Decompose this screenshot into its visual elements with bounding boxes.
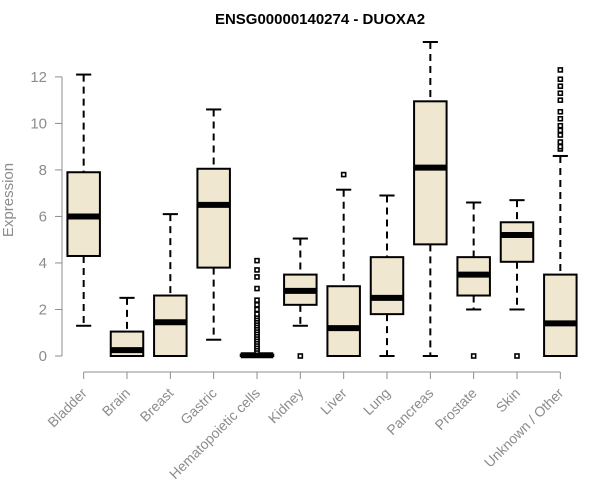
outlier-point bbox=[254, 297, 260, 303]
y-tick-label: 8 bbox=[39, 162, 47, 179]
x-tick-label: Pancreas bbox=[383, 385, 436, 438]
box-pancreas bbox=[413, 41, 448, 357]
outlier-point bbox=[557, 108, 564, 115]
outlier-point bbox=[557, 83, 564, 89]
outlier-point bbox=[254, 274, 260, 280]
chart-title: ENSG00000140274 - DUOXA2 bbox=[215, 11, 425, 28]
iqr-box bbox=[153, 294, 188, 358]
box-kidney bbox=[283, 237, 318, 359]
outlier-point bbox=[254, 257, 260, 264]
iqr-box bbox=[196, 167, 231, 269]
box-brain bbox=[109, 296, 145, 358]
outlier-point bbox=[557, 122, 564, 129]
outlier-point bbox=[557, 67, 564, 73]
y-tick-label: 2 bbox=[39, 301, 47, 318]
y-axis-label: Expression bbox=[0, 163, 17, 237]
box-liver bbox=[326, 171, 361, 358]
x-tick-label: Brain bbox=[99, 385, 133, 419]
x-tick-label: Skin bbox=[493, 385, 524, 416]
x-tick-label: Lung bbox=[360, 385, 393, 418]
iqr-box bbox=[326, 285, 361, 358]
outlier-point bbox=[254, 311, 260, 317]
x-tick-label: Breast bbox=[137, 385, 177, 425]
x-tick-label: Prostate bbox=[432, 385, 480, 433]
outlier-point bbox=[557, 97, 564, 103]
outlier-point bbox=[557, 115, 564, 122]
outlier-point bbox=[557, 143, 564, 150]
box-skin bbox=[499, 199, 535, 359]
outlier-point bbox=[557, 76, 564, 83]
iqr-box bbox=[369, 256, 405, 316]
y-tick-label: 12 bbox=[30, 69, 47, 86]
box-gastric bbox=[196, 108, 231, 341]
y-tick-label: 0 bbox=[39, 348, 47, 365]
box-bladder bbox=[66, 73, 101, 327]
iqr-box bbox=[413, 100, 448, 246]
boxes-group bbox=[66, 41, 578, 359]
iqr-box bbox=[543, 273, 578, 357]
outlier-point bbox=[557, 127, 564, 134]
x-tick-label: Unknown / Other bbox=[481, 385, 567, 471]
x-tick-label: Kidney bbox=[265, 385, 307, 427]
x-tick-label: Bladder bbox=[44, 385, 90, 431]
outlier-point bbox=[254, 302, 260, 308]
box-prostate bbox=[456, 201, 491, 359]
x-tick-label: Liver bbox=[317, 385, 350, 418]
box-breast bbox=[153, 213, 188, 358]
outlier-point bbox=[557, 139, 564, 145]
iqr-box bbox=[499, 221, 535, 263]
x-tick-label: Gastric bbox=[177, 385, 220, 428]
outlier-point bbox=[340, 171, 347, 178]
y-axis: 0 2 4 6 8 10 12 bbox=[30, 69, 63, 365]
box-lung bbox=[369, 194, 405, 357]
box-unknown-other bbox=[543, 67, 578, 357]
outlier-point bbox=[254, 285, 260, 292]
outlier-point bbox=[470, 353, 477, 359]
y-tick-label: 4 bbox=[39, 255, 47, 272]
outlier-point bbox=[254, 306, 260, 313]
outlier-point bbox=[557, 90, 564, 96]
y-tick-label: 6 bbox=[39, 208, 47, 225]
y-tick-label: 10 bbox=[30, 115, 47, 132]
outlier-point bbox=[514, 353, 520, 359]
outlier-point bbox=[557, 132, 564, 138]
outlier-point bbox=[297, 353, 304, 359]
outlier-point bbox=[254, 267, 260, 273]
box-hematopoietic-cells bbox=[239, 257, 275, 359]
